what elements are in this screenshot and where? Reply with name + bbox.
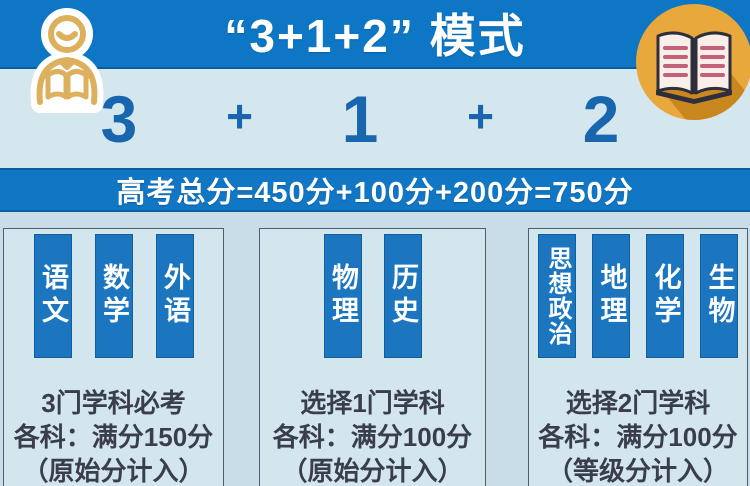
subject-bar-politics: 思想政治 [538,234,576,358]
panel-note: 3门学科必考 各科：满分150分 （原始分计入） [4,386,223,486]
subject-bar-math: 数学 [94,234,133,358]
subject-label: 思想政治 [544,246,571,346]
subject-label: 外语 [160,263,190,329]
header-banner: “3+1+2” 模式 [0,0,750,69]
subject-panels-section: 语文 数学 外语 3门学科必考 各科：满分150分 （原始分计入） 物理 历史 … [0,212,750,486]
note-line: 选择1门学科 [300,388,445,418]
total-score-text: 高考总分=450分+100分+200分=750分 [116,177,634,209]
panel-choose-two: 思想政治 地理 化学 生物 选择2门学科 各科：满分100分 （等级分计入） [528,228,748,486]
formula-row: 3 + 1 + 2 [0,69,750,168]
note-line: 各科：满分150分 [13,422,214,452]
formula-number-1: 1 [341,81,379,156]
subject-bar-group: 物理 历史 [260,234,485,358]
panel-choose-one: 物理 历史 选择1门学科 各科：满分100分 （原始分计入） [259,228,486,486]
page-title: “3+1+2” 模式 [224,9,526,62]
subject-bar-chemistry: 化学 [646,234,684,358]
subject-bar-foreign-language: 外语 [155,234,194,358]
subject-bar-group: 思想政治 地理 化学 生物 [529,234,747,358]
subject-label: 生物 [704,263,735,329]
subject-label: 数学 [99,263,129,329]
panel-note: 选择2门学科 各科：满分100分 （等级分计入） [529,386,747,486]
subject-label: 物理 [328,263,358,329]
subject-bar-chinese: 语文 [33,234,72,358]
note-line: 各科：满分100分 [538,422,738,452]
note-line: 3门学科必考 [41,388,186,418]
subject-bar-geography: 地理 [592,234,630,358]
panel-note: 选择1门学科 各科：满分100分 （原始分计入） [260,386,485,486]
subject-label: 语文 [38,263,68,329]
plus-sign: + [467,89,494,142]
formula-number-2: 2 [582,81,620,156]
subject-label: 化学 [650,263,681,329]
subject-label: 历史 [388,263,418,329]
person-reading-icon [30,8,104,113]
open-book-icon [636,4,750,120]
note-line: 选择2门学科 [565,388,711,418]
subject-bar-group: 语文 数学 外语 [4,234,223,358]
panel-required-subjects: 语文 数学 外语 3门学科必考 各科：满分150分 （原始分计入） [3,228,224,486]
plus-sign: + [226,89,253,142]
note-line: （原始分计入） [281,456,464,486]
note-line: （原始分计入） [22,456,205,486]
note-line: 各科：满分100分 [272,422,473,452]
subject-bar-history: 历史 [383,234,422,358]
total-score-banner: 高考总分=450分+100分+200分=750分 [0,168,750,212]
subject-bar-physics: 物理 [323,234,362,358]
subject-bar-biology: 生物 [700,234,738,358]
subject-label: 地理 [596,263,627,329]
note-line: （等级分计入） [546,456,729,486]
formula-number-3: 3 [100,81,138,156]
